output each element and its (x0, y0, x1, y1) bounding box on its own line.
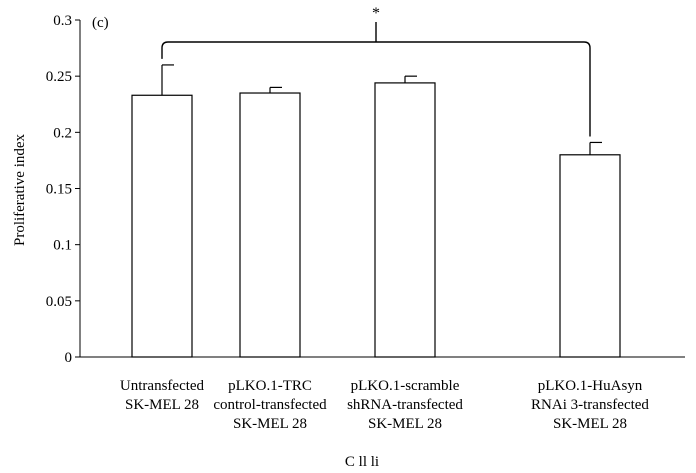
y-axis-title: Proliferative index (12, 133, 28, 246)
y-tick-label: 0.25 (46, 69, 72, 85)
x-tick-label: pLKO.1-scramble (351, 378, 460, 394)
x-tick-label: SK-MEL 28 (233, 416, 307, 432)
x-tick-label: pLKO.1-HuAsyn (538, 378, 643, 394)
bar (239, 92, 301, 358)
significance-label: * (372, 5, 380, 22)
x-tick-label: pLKO.1-TRC (228, 378, 312, 394)
y-tick-label: 0.2 (53, 125, 72, 141)
x-tick-label: SK-MEL 28 (125, 397, 199, 413)
y-tick-label: 0.05 (46, 294, 72, 310)
y-tick-label: 0.15 (46, 182, 72, 198)
y-tick-label: 0 (65, 350, 73, 366)
bar (374, 82, 436, 358)
bar (559, 154, 621, 358)
x-tick-label: Untransfected (120, 378, 205, 394)
x-tick-label: SK-MEL 28 (368, 416, 442, 432)
x-tick-label: SK-MEL 28 (553, 416, 627, 432)
bar (131, 94, 193, 358)
x-axis-title: C ll li (345, 454, 379, 470)
y-tick-label: 0.3 (53, 13, 72, 29)
panel-label: (c) (92, 15, 109, 31)
y-tick-label: 0.1 (53, 238, 72, 254)
x-tick-label: control-transfected (213, 397, 327, 413)
x-tick-label: shRNA-transfected (347, 397, 463, 413)
x-tick-label: RNAi 3-transfected (531, 397, 649, 413)
plot-area: 0 0.05 0.1 0.15 0.2 0.25 0.3 Untransfected SK-ME… (46, 5, 685, 432)
